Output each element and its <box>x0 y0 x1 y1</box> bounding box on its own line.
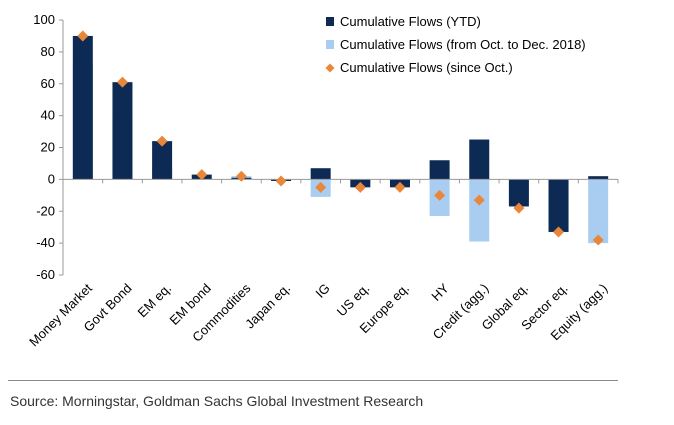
bar-oct-dec-2018 <box>588 179 609 244</box>
marker-since-oct <box>77 30 89 42</box>
marker-since-oct <box>156 135 168 147</box>
marker-since-oct <box>315 181 327 193</box>
marker-since-oct <box>473 194 485 206</box>
legend: Cumulative Flows (YTD) Cumulative Flows (… <box>325 14 586 75</box>
x-tick-label: Money Market <box>26 280 95 349</box>
y-tick-label: 60 <box>41 76 55 91</box>
y-tick-label: 20 <box>41 140 55 155</box>
y-tick-label: -40 <box>36 235 55 250</box>
source-divider <box>8 380 618 381</box>
legend-label: Cumulative Flows (YTD) <box>340 14 481 29</box>
y-axis: 100 80 60 40 20 0 -20 -40 -60 <box>33 12 63 282</box>
legend-swatch-since-oct <box>325 63 335 73</box>
bar-ytd <box>469 139 490 180</box>
bar-ytd <box>152 141 173 180</box>
marker-since-oct <box>394 181 406 193</box>
markers <box>77 30 604 246</box>
x-tick-label: IG <box>312 281 332 301</box>
y-tick-label: -20 <box>36 203 55 218</box>
y-tick-label: 0 <box>48 171 55 186</box>
marker-since-oct <box>235 170 247 182</box>
x-tick-label: US eq. <box>334 281 373 320</box>
y-tick-label: 40 <box>41 108 55 123</box>
bar-ytd <box>72 35 93 180</box>
marker-since-oct <box>354 181 366 193</box>
x-axis-ticks <box>62 179 619 184</box>
legend-swatch-oct-dec-2018 <box>326 40 334 49</box>
legend-label: Cumulative Flows (from Oct. to Dec. 2018… <box>340 37 586 52</box>
y-tick-label: 80 <box>41 44 55 59</box>
bar-ytd <box>112 82 133 180</box>
y-tick-label: -60 <box>36 267 55 282</box>
marker-since-oct <box>553 226 565 238</box>
bar-ytd <box>588 176 609 180</box>
marker-since-oct <box>275 175 287 187</box>
bars <box>72 35 609 244</box>
bar-ytd <box>508 179 529 207</box>
bar-oct-dec-2018 <box>469 179 490 242</box>
x-tick-label: HY <box>428 280 452 304</box>
marker-since-oct <box>434 189 446 201</box>
bar-ytd <box>429 160 450 180</box>
source-note: Source: Morningstar, Goldman Sachs Globa… <box>10 393 424 409</box>
legend-label: Cumulative Flows (since Oct.) <box>340 60 513 75</box>
marker-since-oct <box>196 169 208 181</box>
y-tick-label: 100 <box>33 12 55 27</box>
legend-swatch-ytd <box>326 17 334 26</box>
bar-ytd <box>548 179 569 232</box>
marker-since-oct <box>513 202 525 214</box>
marker-since-oct <box>592 234 604 246</box>
marker-since-oct <box>116 76 128 88</box>
bar-ytd <box>310 168 331 180</box>
